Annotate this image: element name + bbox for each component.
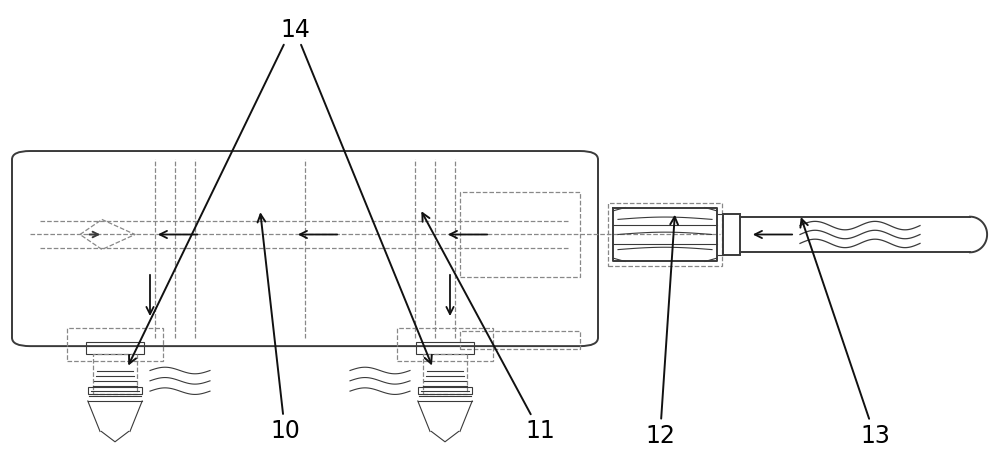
Text: 12: 12: [645, 217, 678, 448]
Text: 13: 13: [800, 219, 890, 448]
Text: 11: 11: [422, 213, 555, 444]
Text: 14: 14: [280, 18, 310, 43]
Text: 10: 10: [258, 214, 300, 444]
